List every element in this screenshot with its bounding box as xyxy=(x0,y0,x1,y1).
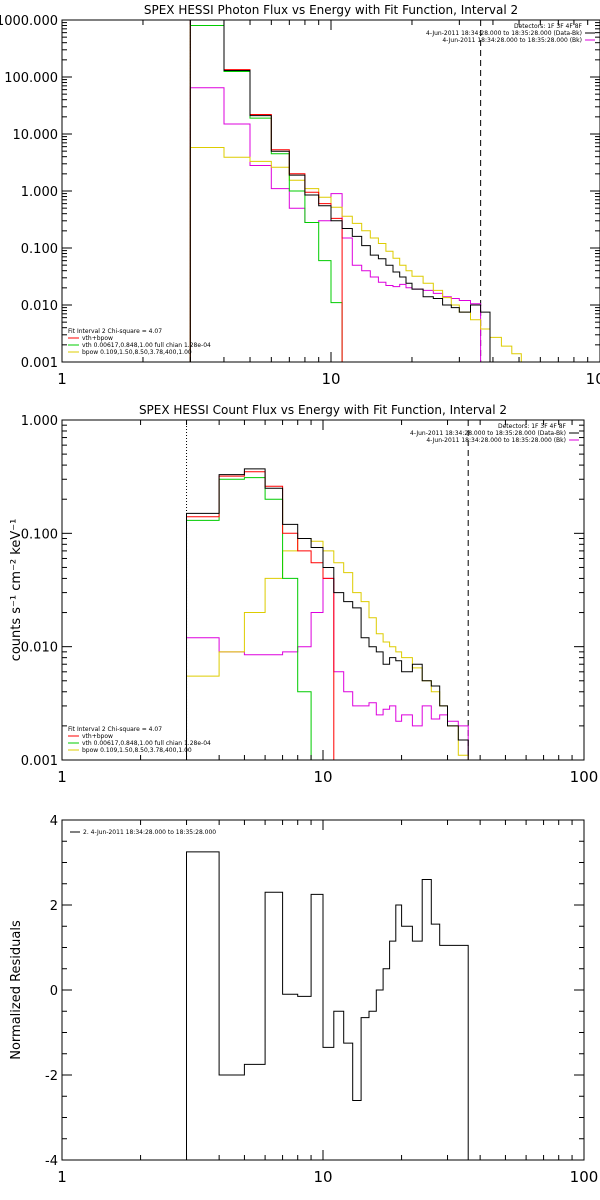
legend-entry: 2. 4-Jun-2011 18:34:28.000 to 18:35:28.0… xyxy=(83,829,216,836)
chart-title: SPEX HESSI Count Flux vs Energy with Fit… xyxy=(139,403,507,417)
series-line-3 xyxy=(186,477,324,760)
plot-frame xyxy=(61,19,600,363)
legend-entry: vth+bpow xyxy=(82,335,113,342)
panel-1: SPEX HESSI Photon Flux vs Energy with Fi… xyxy=(0,3,600,388)
series-line-4 xyxy=(186,538,469,760)
y-tick-label: -2 xyxy=(45,1069,58,1084)
x-tick-label: 10 xyxy=(313,768,332,786)
legend-entry: vth+bpow xyxy=(82,733,113,740)
legend-entry: vth 0.00617,0.848,1.00 full chian 1.28e-… xyxy=(82,342,211,349)
y-axis-label: counts s⁻¹ cm⁻² keV⁻¹ xyxy=(9,519,24,662)
x-tick-label: 1 xyxy=(57,370,67,388)
series-line-3 xyxy=(189,25,353,362)
legend-entry: Detectors: 1F 3F 4F 8F xyxy=(498,423,567,430)
legend-entry: 4-Jun-2011 18:34:28.000 to 18:35:28.000 … xyxy=(410,430,566,437)
legend-entry: Detectors: 1F 3F 4F 8F xyxy=(514,23,583,30)
x-tick-label: 100 xyxy=(570,768,599,786)
series-line-1 xyxy=(189,20,491,362)
legend-entry: 4-Jun-2011 18:34:28.000 to 18:35:28.000 … xyxy=(426,437,566,444)
y-tick-label: -4 xyxy=(45,1154,58,1169)
series-line-5 xyxy=(186,577,469,760)
legend-entry: bpow 0.109,1.50,8.50,3.78,400,1.00 xyxy=(82,349,192,356)
y-tick-label: 100.000 xyxy=(4,71,58,86)
legend-entry: Fit Interval 2 Chi-square = 4.07 xyxy=(68,328,162,335)
x-tick-label: 1 xyxy=(57,1168,67,1186)
x-tick-label: 100 xyxy=(570,1168,599,1186)
y-tick-label: 1000.000 xyxy=(0,14,58,29)
plot-area xyxy=(186,851,469,1160)
x-tick-label: 10 xyxy=(313,1168,332,1186)
legend-entry: bpow 0.109,1.50,8.50,3.78,400,1.00 xyxy=(82,747,192,754)
panel-2: SPEX HESSI Count Flux vs Energy with Fit… xyxy=(9,403,599,786)
y-tick-label: 0.100 xyxy=(21,242,58,257)
plot-area xyxy=(189,20,522,362)
y-tick-label: 0 xyxy=(50,984,58,999)
y-tick-label: 10.000 xyxy=(13,128,59,143)
x-tick-label: 100 xyxy=(586,370,600,388)
y-tick-label: 0.010 xyxy=(21,641,58,656)
y-tick-label: 4 xyxy=(50,814,58,829)
panel-3: 1 10 100 4 2 0 -2 -4 Normalized Residuals 2. 4-Ju… xyxy=(9,814,599,1186)
legend-entry: Fit Interval 2 Chi-square = 4.07 xyxy=(68,726,162,733)
legend-entry: 4-Jun-2011 18:34:28.000 to 18:35:28.000 … xyxy=(426,30,582,37)
y-tick-label: 1.000 xyxy=(21,185,58,200)
plot-area xyxy=(186,420,469,760)
chart-title: SPEX HESSI Photon Flux vs Energy with Fi… xyxy=(144,3,518,17)
series-line-1 xyxy=(186,851,469,1160)
series-line-1 xyxy=(186,468,469,760)
series-line-2 xyxy=(189,20,343,362)
y-tick-label: 0.001 xyxy=(21,356,58,371)
y-tick-label: 0.100 xyxy=(21,527,58,542)
series-line-5 xyxy=(189,87,482,362)
y-tick-label: 1.000 xyxy=(21,414,58,429)
series-line-2 xyxy=(186,471,335,760)
y-tick-label: 2 xyxy=(50,899,58,914)
legend-entry: vth 0.00617,0.848,1.00 full chian 1.28e-… xyxy=(82,740,211,747)
x-tick-label: 10 xyxy=(321,370,340,388)
y-tick-label: 0.010 xyxy=(21,299,58,314)
x-tick-label: 1 xyxy=(57,768,67,786)
y-tick-label: 0.001 xyxy=(21,754,58,769)
legend-entry: 4-Jun-2011 18:34:28.000 to 18:35:28.000 … xyxy=(442,37,582,44)
series-line-4 xyxy=(189,147,522,362)
y-axis-label: Normalized Residuals xyxy=(9,920,24,1060)
